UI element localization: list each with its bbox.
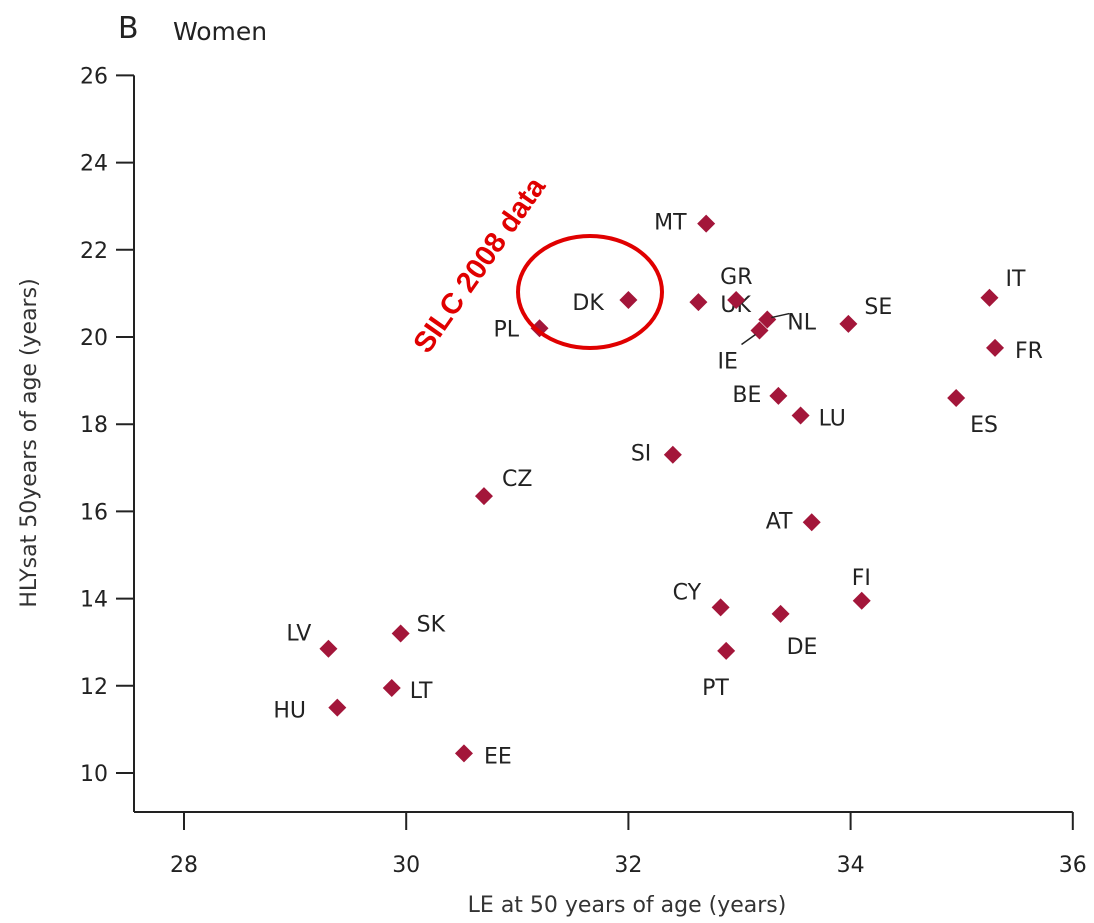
data-point	[663, 445, 682, 464]
point-label: PT	[702, 676, 729, 701]
point-label: FR	[1015, 339, 1043, 364]
y-tick-label: 12	[80, 675, 108, 700]
data-point	[697, 214, 716, 233]
y-tick-label: 26	[80, 64, 108, 89]
data-point	[711, 598, 730, 617]
y-tick-label: 10	[80, 762, 108, 787]
data-point	[986, 338, 1005, 357]
point-label: FI	[852, 566, 871, 591]
point-label: HU	[273, 699, 306, 724]
point-label: GR	[720, 265, 752, 290]
y-tick-label: 16	[80, 500, 108, 525]
data-point	[382, 678, 401, 697]
point-label: EE	[484, 744, 512, 769]
leader-line	[771, 312, 790, 319]
highlight-circle	[516, 234, 664, 350]
data-point	[771, 604, 790, 623]
data-point	[689, 293, 708, 312]
axis-ticks: 10 12 14 16 18 20 22 24 26 28 30 32 34 36	[80, 64, 1087, 878]
data-point	[391, 624, 410, 643]
data-point	[328, 698, 347, 717]
point-label: MT	[654, 211, 687, 236]
point-label: IT	[1005, 267, 1025, 292]
point-label: AT	[766, 509, 793, 534]
y-tick-label: 22	[80, 239, 108, 264]
x-tick-label: 34	[837, 853, 865, 878]
point-label: BE	[732, 383, 761, 408]
y-tick-label: 18	[80, 413, 108, 438]
panel-letter: B	[118, 11, 139, 46]
data-point	[319, 639, 338, 658]
y-tick-label: 24	[80, 152, 108, 177]
x-tick-label: 28	[170, 853, 198, 878]
leader-line	[741, 333, 756, 346]
y-axis-title: HLYsat 50years of age (years)	[17, 278, 42, 607]
point-label: CY	[673, 580, 702, 605]
data-point	[454, 744, 473, 763]
data-point	[947, 389, 966, 408]
x-tick-label: 30	[392, 853, 420, 878]
point-label: DE	[787, 635, 818, 660]
point-label: DK	[572, 291, 604, 316]
y-tick-label: 14	[80, 588, 108, 613]
point-label: NL	[787, 311, 816, 336]
x-tick-label: 36	[1059, 853, 1087, 878]
data-point	[619, 290, 638, 309]
data-point	[802, 513, 821, 532]
point-label: IE	[717, 349, 737, 374]
axes	[133, 75, 1073, 813]
panel-title: Women	[173, 17, 267, 46]
data-points: MTDKUKGRNLIESEITFRPLBELUESSICZATFICYDEPT…	[273, 211, 1043, 770]
data-point	[839, 314, 858, 333]
data-point	[980, 288, 999, 307]
point-label: LV	[286, 622, 311, 647]
data-point	[727, 290, 746, 309]
point-label: PL	[494, 317, 520, 342]
x-tick-label: 32	[614, 853, 642, 878]
x-axis-title: LE at 50 years of age (years)	[468, 893, 787, 918]
silc-annotation: SILC 2008 data	[408, 171, 553, 359]
point-label: ES	[970, 413, 998, 438]
point-label: SE	[864, 295, 892, 320]
data-point	[474, 487, 493, 506]
point-label: LU	[819, 406, 846, 431]
data-point	[769, 386, 788, 405]
y-tick-label: 20	[80, 326, 108, 351]
point-label: SI	[631, 442, 651, 467]
data-point	[852, 591, 871, 610]
point-label: CZ	[502, 467, 532, 492]
data-point	[758, 310, 777, 329]
data-point	[791, 406, 810, 425]
data-point	[717, 641, 736, 660]
point-label: SK	[417, 612, 446, 637]
point-label: LT	[410, 679, 433, 704]
